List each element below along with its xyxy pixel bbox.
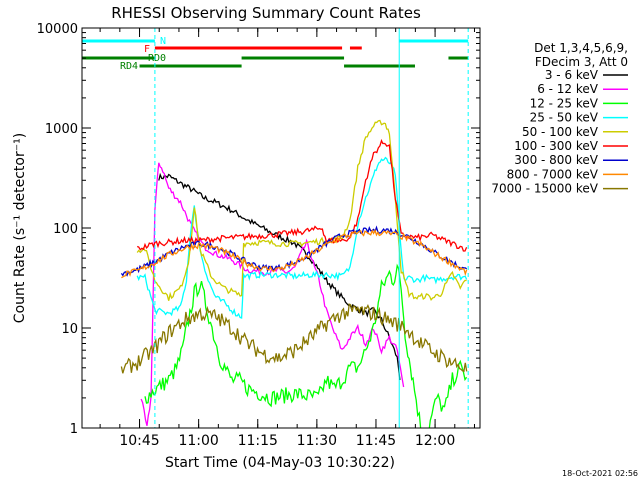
series-line-6 — [120, 225, 468, 277]
series-line-5 — [136, 138, 468, 252]
series-line-8 — [120, 303, 468, 374]
legend-header-line-2: FDecim 3, Att 0 — [535, 55, 628, 69]
footer-timestamp: 18-Oct-2021 02:56 — [562, 469, 638, 478]
flag-label-n: N — [160, 36, 166, 47]
series-line-3 — [136, 156, 468, 319]
series-line-7 — [121, 228, 468, 279]
series-line-0 — [158, 172, 401, 381]
legend-entry-label: 3 - 6 keV — [545, 68, 599, 82]
legend-entry-label: 300 - 800 keV — [514, 153, 598, 167]
legend-entry-label: 6 - 12 keV — [537, 82, 599, 96]
legend-entry-label: 7000 - 15000 keV — [491, 182, 598, 196]
x-tick-label: 11:15 — [238, 433, 278, 449]
x-tick-label: 12:00 — [415, 433, 455, 449]
y-tick-label: 10 — [61, 322, 78, 337]
y-tick-label: 100 — [53, 222, 78, 237]
legend: Det 1,3,4,5,6,9, FDecim 3, Att 0 3 - 6 k… — [491, 41, 628, 196]
x-axis: 10:45 11:00 11:15 11:30 11:45 12:00 — [99, 28, 475, 449]
plot-frame — [81, 27, 481, 429]
flag-label-rd4: RD4 — [120, 61, 138, 72]
series-layer — [120, 119, 468, 428]
legend-entry-label: 50 - 100 keV — [522, 125, 599, 139]
legend-entry-label: 800 - 7000 keV — [507, 167, 599, 181]
series-line-4 — [136, 119, 467, 302]
x-tick-label: 11:00 — [178, 433, 218, 449]
marker-lines — [154, 28, 469, 428]
legend-entry-label: 25 - 50 keV — [530, 111, 599, 125]
y-tick-label: 1000 — [45, 122, 78, 137]
legend-entry-label: 100 - 300 keV — [514, 139, 598, 153]
legend-header-line-1: Det 1,3,4,5,6,9, — [534, 41, 628, 55]
x-axis-label: Start Time (04-May-03 10:30:22) — [165, 455, 395, 471]
flag-label-f: F — [144, 44, 150, 55]
series-line-1 — [140, 162, 405, 426]
x-tick-label: 11:45 — [356, 433, 396, 449]
series-line-2 — [144, 263, 468, 428]
x-tick-label: 10:45 — [119, 433, 159, 449]
x-tick-label: 11:30 — [297, 433, 337, 449]
flag-label-rd0: RD0 — [148, 53, 166, 64]
legend-entry-label: 12 - 25 keV — [530, 96, 599, 110]
chart-title: RHESSI Observing Summary Count Rates — [111, 4, 421, 22]
y-axis: 1 10 100 1000 10000 — [37, 22, 480, 437]
y-tick-label: 1 — [70, 422, 78, 437]
y-tick-label: 10000 — [37, 22, 78, 37]
y-axis-label: Count Rate (s⁻¹ detector⁻¹) — [12, 133, 28, 323]
